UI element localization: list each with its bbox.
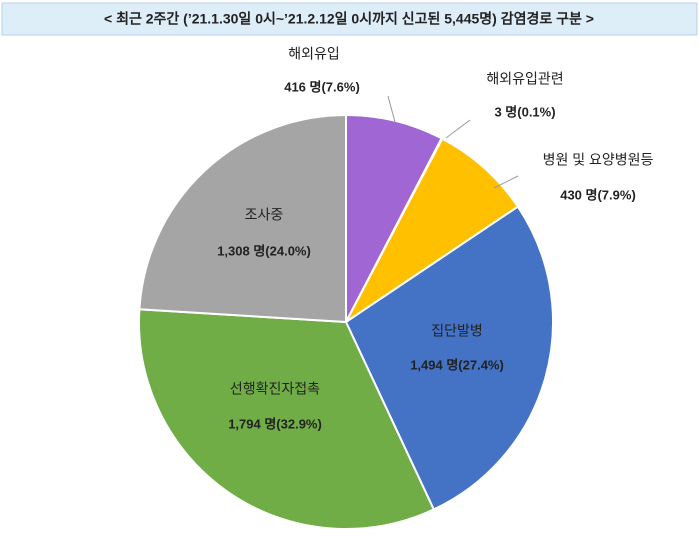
value-label: 3 명(0.1%) [494,104,555,119]
leader-line [445,119,471,139]
leader-line [387,95,396,123]
value-label: 1,308 명(24.0%) [217,243,311,258]
slice-label: 조사중 [245,207,284,223]
slice-label: 해외유입 [288,46,340,62]
value-label: 430 명(7.9%) [560,187,636,202]
slice-label: 해외유입관련 [486,71,563,87]
title-box [1,2,698,36]
value-label: 416 명(7.6%) [284,79,360,94]
leader-line [493,175,519,189]
pie-slice [344,205,554,511]
value-label: 1,494 명(27.4%) [410,357,504,372]
pie-slice [138,113,347,324]
slice-label: 집단발병 [431,323,483,339]
pie-slice [345,137,520,323]
chart-title: < 최근 2주간 (’21.1.30일 0시~’21.2.12일 0시까지 신고… [104,11,594,27]
value-label: 1,794 명(32.9%) [228,416,322,431]
slice-label: 선행확진자접촉 [230,381,320,397]
slice-label: 병원 및 요양병원등 [543,152,654,168]
pie-slice [138,308,436,530]
